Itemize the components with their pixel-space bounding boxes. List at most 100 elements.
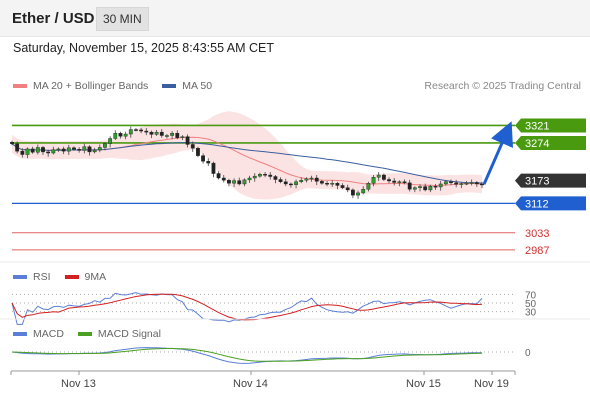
bull-candle xyxy=(25,148,30,155)
pivot-tag: 3112 xyxy=(525,198,549,210)
bear-candle xyxy=(268,174,273,177)
bear-candle xyxy=(190,144,195,149)
bear-candle xyxy=(149,131,154,135)
bear-candle xyxy=(159,131,164,136)
rsi-9ma-line xyxy=(11,293,483,321)
x-tick-label: Nov 15 xyxy=(406,378,441,390)
bear-candle xyxy=(263,174,267,176)
bull-candle xyxy=(165,135,169,137)
bear-candle xyxy=(474,182,479,185)
bull-candle xyxy=(371,177,376,184)
bear-candle xyxy=(46,151,51,154)
bear-candle xyxy=(206,161,211,164)
legend-rsi-label: RSI xyxy=(33,271,51,283)
legend-macd-signal: MACD Signal xyxy=(77,328,161,340)
bear-candle xyxy=(134,129,138,131)
bull-candle xyxy=(247,177,252,181)
bear-candle xyxy=(144,130,149,133)
current-price-tag: 3173 xyxy=(525,176,549,188)
bull-candle xyxy=(92,149,97,153)
legend-ma20: MA 20 + Bollinger Bands xyxy=(13,80,148,92)
resistance-tag-2-box xyxy=(515,135,586,150)
legend-rsi: RSI xyxy=(13,271,51,283)
bull-candle xyxy=(438,183,443,188)
bear-candle xyxy=(15,143,20,152)
bear-candle xyxy=(211,162,216,174)
bull-candle xyxy=(412,187,417,190)
bear-candle xyxy=(175,133,180,138)
bull-candle xyxy=(418,186,422,188)
bear-candle xyxy=(340,185,345,188)
bull-candle xyxy=(376,174,381,178)
bull-candle xyxy=(66,147,71,152)
macd-zero-label: 0 xyxy=(525,348,531,359)
bull-candle xyxy=(154,131,159,135)
bear-candle xyxy=(216,173,221,179)
bear-candle xyxy=(20,150,25,155)
bear-candle xyxy=(227,180,231,184)
legend-ma50: MA 50 xyxy=(162,80,212,92)
bull-candle xyxy=(128,129,133,135)
top-bar: Ether / USD 30 MIN xyxy=(0,0,590,37)
rsi-level-50: 50 xyxy=(525,299,537,310)
bull-candle xyxy=(123,133,128,137)
bull-candle xyxy=(108,138,113,144)
legend-ma20-label: MA 20 + Bollinger Bands xyxy=(33,80,149,92)
bear-candle xyxy=(433,185,438,188)
date-time: Saturday, November 15, 2025 8:43:55 AM C… xyxy=(13,41,275,55)
bull-candle xyxy=(330,183,335,185)
bear-candle xyxy=(402,181,407,184)
bull-candle xyxy=(103,143,107,148)
bear-candle xyxy=(237,180,242,185)
bear-candle xyxy=(77,149,82,151)
bull-candle xyxy=(232,180,236,184)
bear-candle xyxy=(449,181,453,184)
bear-candle xyxy=(10,142,14,144)
x-tick-label: Nov 13 xyxy=(61,378,96,390)
bull-candle xyxy=(35,147,40,153)
bear-candle xyxy=(345,187,350,191)
bear-candle xyxy=(335,183,340,186)
bear-candle xyxy=(480,183,484,186)
legend-9ma: 9MA xyxy=(64,271,107,283)
bull-candle xyxy=(464,183,469,185)
bull-candle xyxy=(366,183,371,190)
bear-candle xyxy=(319,181,324,184)
bull-candle xyxy=(304,178,309,181)
resistance-tag-2: 3274 xyxy=(525,138,549,150)
bear-candle xyxy=(118,133,123,137)
x-tick-label: Nov 19 xyxy=(474,378,509,390)
legend-9ma-label: 9MA xyxy=(84,271,107,283)
forecast-arrow xyxy=(482,121,513,185)
bear-candle xyxy=(221,177,226,181)
price-legend: MA 20 + Bollinger Bands MA 50 xyxy=(13,80,226,92)
bear-candle xyxy=(30,148,35,153)
bull-candle xyxy=(113,133,118,139)
timeframe-button[interactable]: 30 MIN xyxy=(96,7,149,31)
credit-text: Research © 2025 Trading Central xyxy=(424,80,581,92)
bear-candle xyxy=(283,181,288,185)
bull-candle xyxy=(180,136,185,138)
bull-candle xyxy=(56,148,61,151)
support-tag-1: 3033 xyxy=(525,228,549,240)
rsi-legend: RSI 9MA xyxy=(13,271,120,283)
support-tag-2: 2987 xyxy=(525,245,549,257)
legend-ma50-label: MA 50 xyxy=(182,80,213,92)
bear-candle xyxy=(423,186,428,191)
bull-candle xyxy=(443,181,448,185)
bear-candle xyxy=(41,147,45,153)
bear-candle xyxy=(387,179,391,182)
bull-candle xyxy=(258,174,262,177)
bull-candle xyxy=(242,179,247,185)
resistance-tag-1: 3321 xyxy=(525,120,549,132)
legend-macd: MACD xyxy=(13,328,64,340)
macd-signal-line xyxy=(11,348,483,362)
bull-candle xyxy=(309,177,314,180)
bear-candle xyxy=(185,136,190,145)
legend-macd-label: MACD xyxy=(33,328,64,340)
bull-candle xyxy=(459,183,464,185)
bear-candle xyxy=(314,177,319,182)
bull-candle xyxy=(428,185,433,191)
legend-macd-signal-label: MACD Signal xyxy=(97,328,161,340)
bull-candle xyxy=(397,181,402,183)
